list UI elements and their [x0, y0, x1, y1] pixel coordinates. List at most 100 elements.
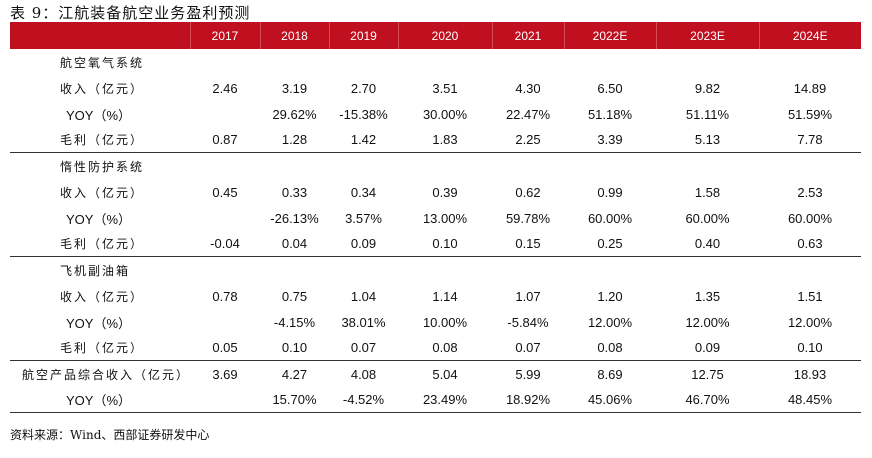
table-cell	[492, 49, 564, 75]
row-label: 航空氧气系统	[60, 55, 145, 70]
table-cell: 18.93	[793, 366, 827, 382]
table-cell	[190, 49, 260, 75]
table-cell: 38.01%	[341, 314, 386, 330]
column-header: 2022E	[564, 22, 657, 49]
header-row: 2017 2018 2019 2020 2021 2022E 2023E 2024E	[10, 22, 861, 49]
table-cell: -0.04	[190, 231, 260, 257]
row-label: YOY（%）	[66, 107, 132, 123]
table-cell	[260, 153, 329, 180]
table-cell: 51.11%	[685, 106, 730, 122]
table-cell: 1.28	[260, 127, 329, 153]
table-cell: 0.33	[281, 184, 308, 200]
table-cell: 0.10	[398, 231, 492, 257]
table-cell: 3.57%	[345, 210, 382, 226]
table-cell: 5.99	[515, 366, 541, 382]
table-cell: 4.08	[350, 366, 377, 382]
column-header: 2018	[260, 22, 330, 49]
table-cell	[190, 257, 260, 284]
table-cell: 18.92%	[492, 387, 564, 413]
table-cell: 60.00%	[587, 210, 633, 226]
table-cell: 12.75	[691, 366, 724, 382]
table-cell	[492, 257, 564, 284]
table-row: YOY（%） 29.62% -15.38% 30.00% 22.47% 51.18% 51.…	[10, 101, 861, 127]
table-cell	[190, 101, 260, 127]
table-cell: -15.38%	[339, 106, 388, 122]
table-cell: 12.00%	[787, 314, 833, 330]
table-cell: 0.10	[759, 335, 861, 361]
column-header: 2017	[190, 22, 261, 49]
table-cell	[398, 153, 492, 180]
table-cell: 13.00%	[422, 210, 468, 226]
table-cell: 0.78	[212, 288, 238, 304]
column-header: 2019	[329, 22, 399, 49]
table-cell	[759, 257, 861, 284]
table-cell: 12.00%	[587, 314, 633, 330]
table-cell: 6.50	[597, 80, 623, 96]
row-label: 毛利（亿元）	[10, 335, 190, 361]
table-cell: 0.40	[656, 231, 759, 257]
table-cell: 0.39	[432, 184, 458, 200]
table-row: 收入（亿元） 0.45 0.33 0.34 0.39 0.62 0.99 1.58 2.53	[10, 179, 861, 205]
table-cell: 7.78	[759, 127, 861, 153]
table-cell	[190, 205, 260, 231]
table-cell	[564, 153, 656, 180]
table-cell: 2.46	[212, 80, 238, 96]
table-cell: 48.45%	[759, 387, 861, 413]
table-row: 航空氧气系统	[10, 49, 861, 75]
table-cell: 0.87	[190, 127, 260, 153]
table-cell: 0.63	[759, 231, 861, 257]
table-cell: 59.78%	[505, 210, 551, 226]
table-cell: 0.09	[656, 335, 759, 361]
table-cell: 46.70%	[656, 387, 759, 413]
table-cell: 0.04	[260, 231, 329, 257]
table-row: 收入（亿元） 2.46 3.19 2.70 3.51 4.30 6.50 9.82 14.89	[10, 75, 861, 101]
table-cell	[190, 153, 260, 180]
column-header: 2021	[492, 22, 565, 49]
table-cell: 3.69	[212, 366, 238, 382]
table-cell: 2.70	[350, 80, 377, 96]
table-cell	[260, 257, 329, 284]
table-cell: -26.13%	[270, 210, 319, 226]
table-cell: 0.07	[329, 335, 398, 361]
table-cell	[564, 257, 656, 284]
table-row: 惰性防护系统	[10, 153, 861, 180]
table-row: YOY（%） 15.70% -4.52% 23.49% 18.92% 45.06% 46.7…	[10, 387, 861, 413]
table-cell: 0.07	[492, 335, 564, 361]
table-cell: 51.59%	[787, 106, 833, 122]
table-cell	[759, 49, 861, 75]
table-cell: 1.42	[329, 127, 398, 153]
table-cell: 1.07	[515, 288, 541, 304]
table-cell	[329, 49, 398, 75]
table-cell: 0.75	[281, 288, 308, 304]
row-label: 收入（亿元）	[60, 81, 145, 96]
table-cell: 4.27	[281, 366, 308, 382]
table-cell: 51.18%	[587, 106, 633, 122]
table-cell	[656, 257, 759, 284]
table-cell: 60.00%	[787, 210, 833, 226]
table-cell: 8.69	[597, 366, 623, 382]
table-cell: 0.05	[190, 335, 260, 361]
row-label: 惰性防护系统	[60, 159, 145, 174]
table-cell: -5.84%	[507, 314, 549, 330]
table-cell: 0.25	[564, 231, 656, 257]
table-cell: 5.04	[432, 366, 458, 382]
table-row: YOY（%） -4.15% 38.01% 10.00% -5.84% 12.00% 12.0…	[10, 309, 861, 335]
table-row: 飞机副油箱	[10, 257, 861, 284]
row-label: YOY（%）	[10, 387, 190, 413]
table-cell: 1.83	[398, 127, 492, 153]
table-cell: 0.15	[492, 231, 564, 257]
table-cell: 14.89	[793, 80, 827, 96]
table-cell: 0.08	[398, 335, 492, 361]
table-cell	[656, 153, 759, 180]
table-cell: 9.82	[694, 80, 721, 96]
row-label: YOY（%）	[66, 211, 132, 227]
table-cell: 0.45	[212, 184, 238, 200]
table-title: 表 9：江航装备航空业务盈利预测	[10, 4, 251, 22]
table-cell: 1.14	[432, 288, 458, 304]
table-cell: 45.06%	[564, 387, 656, 413]
table-cell: 23.49%	[398, 387, 492, 413]
table-cell: 0.34	[350, 184, 377, 200]
table-cell: 0.09	[329, 231, 398, 257]
table-cell	[759, 153, 861, 180]
table-row: 毛利（亿元） 0.87 1.28 1.42 1.83 2.25 3.39 5.13 7.78	[10, 127, 861, 153]
